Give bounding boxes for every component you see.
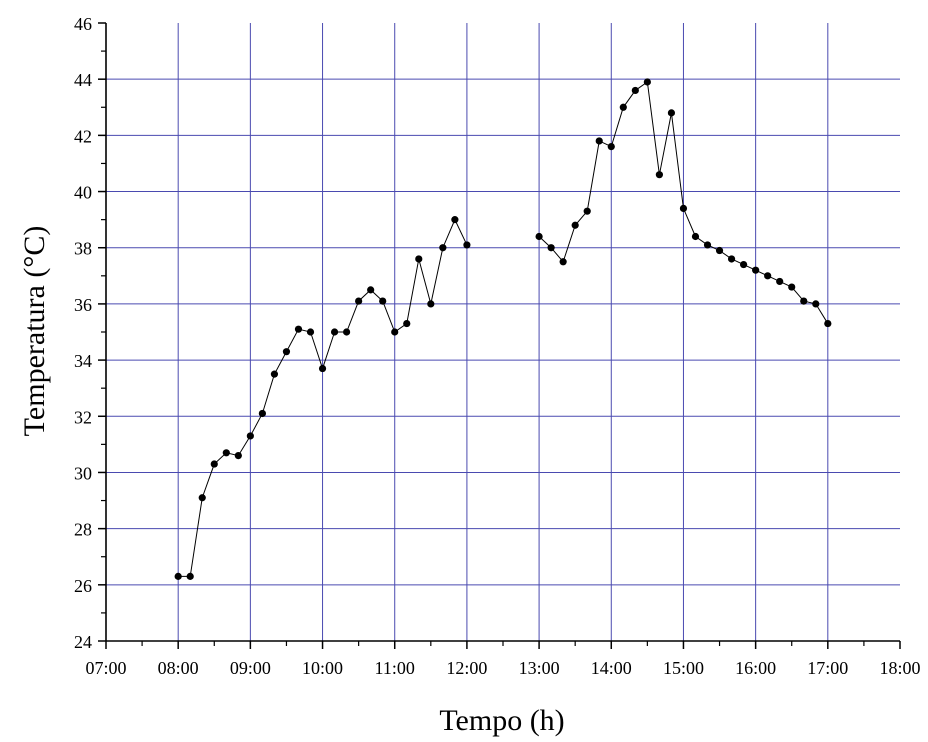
data-point: [463, 241, 471, 249]
data-point: [318, 364, 327, 373]
data-point: [631, 86, 639, 95]
data-point: [595, 137, 603, 145]
series-temperature: [174, 78, 832, 580]
data-point: [234, 452, 242, 460]
x-tick-label: 09:00: [230, 658, 271, 678]
data-point: [330, 328, 339, 336]
data-point: [198, 494, 206, 502]
data-point: [451, 216, 459, 224]
data-point: [270, 370, 279, 378]
data-point: [788, 283, 796, 291]
data-point: [619, 103, 627, 111]
data-point: [583, 207, 591, 215]
y-tick-label: 28: [74, 520, 92, 540]
data-point: [703, 241, 712, 249]
data-point: [812, 300, 820, 308]
data-point: [439, 244, 447, 252]
y-tick-label: 38: [74, 239, 92, 259]
y-tick-label: 30: [74, 463, 92, 483]
x-tick-label: 15:00: [663, 658, 704, 678]
x-tick-label: 14:00: [591, 658, 632, 678]
data-point: [643, 78, 651, 86]
axes: [105, 23, 900, 642]
data-point: [186, 572, 194, 580]
data-point: [764, 272, 772, 280]
x-tick-label: 17:00: [807, 658, 848, 678]
data-point: [679, 204, 688, 212]
x-tick-label: 12:00: [446, 658, 487, 678]
x-tick-label: 18:00: [879, 658, 920, 678]
data-point: [367, 286, 375, 294]
y-axis-title: Temperatura (°C): [18, 226, 51, 437]
data-point: [258, 409, 266, 418]
data-point: [740, 260, 748, 269]
y-tick-label: 24: [74, 632, 92, 652]
data-point: [559, 258, 567, 266]
data-point: [391, 328, 399, 336]
data-point: [379, 297, 387, 305]
data-point: [607, 143, 615, 151]
data-point: [222, 449, 230, 457]
data-point: [547, 244, 555, 252]
data-point: [752, 266, 760, 274]
data-point: [776, 277, 784, 286]
x-tick-label: 16:00: [735, 658, 776, 678]
data-point: [824, 319, 832, 328]
data-point: [800, 297, 808, 305]
data-point: [174, 572, 182, 580]
axis-ticks: 07:00 08:00 09:00 10:00 11:00 12:00 13:00 14:00…: [74, 14, 921, 678]
y-tick-label: 40: [74, 183, 92, 203]
data-point: [415, 255, 423, 263]
data-point: [655, 171, 663, 179]
x-tick-label: 13:00: [519, 658, 560, 678]
grid-lines: [106, 23, 900, 641]
y-tick-label: 36: [74, 295, 92, 315]
y-tick-label: 32: [74, 407, 92, 427]
data-point: [294, 325, 303, 333]
data-point: [535, 232, 543, 241]
data-point: [691, 232, 700, 241]
data-point: [571, 221, 579, 229]
x-tick-label: 10:00: [302, 658, 343, 678]
y-tick-label: 42: [74, 126, 92, 146]
y-tick-label: 46: [74, 14, 92, 34]
data-point: [715, 246, 724, 255]
y-tick-label: 44: [74, 70, 92, 90]
data-point: [355, 297, 363, 305]
x-tick-label: 07:00: [85, 658, 126, 678]
data-point: [306, 328, 315, 336]
data-point: [246, 432, 254, 440]
data-point: [727, 255, 736, 263]
data-point: [210, 460, 218, 468]
x-tick-label: 11:00: [375, 658, 415, 678]
data-point: [343, 328, 351, 336]
data-point: [667, 109, 676, 117]
data-point: [282, 348, 291, 356]
data-point: [403, 319, 411, 328]
y-tick-label: 34: [74, 351, 92, 371]
x-axis-title: Tempo (h): [439, 704, 564, 737]
data-point: [427, 300, 435, 308]
y-tick-label: 26: [74, 576, 92, 596]
x-tick-label: 08:00: [158, 658, 199, 678]
